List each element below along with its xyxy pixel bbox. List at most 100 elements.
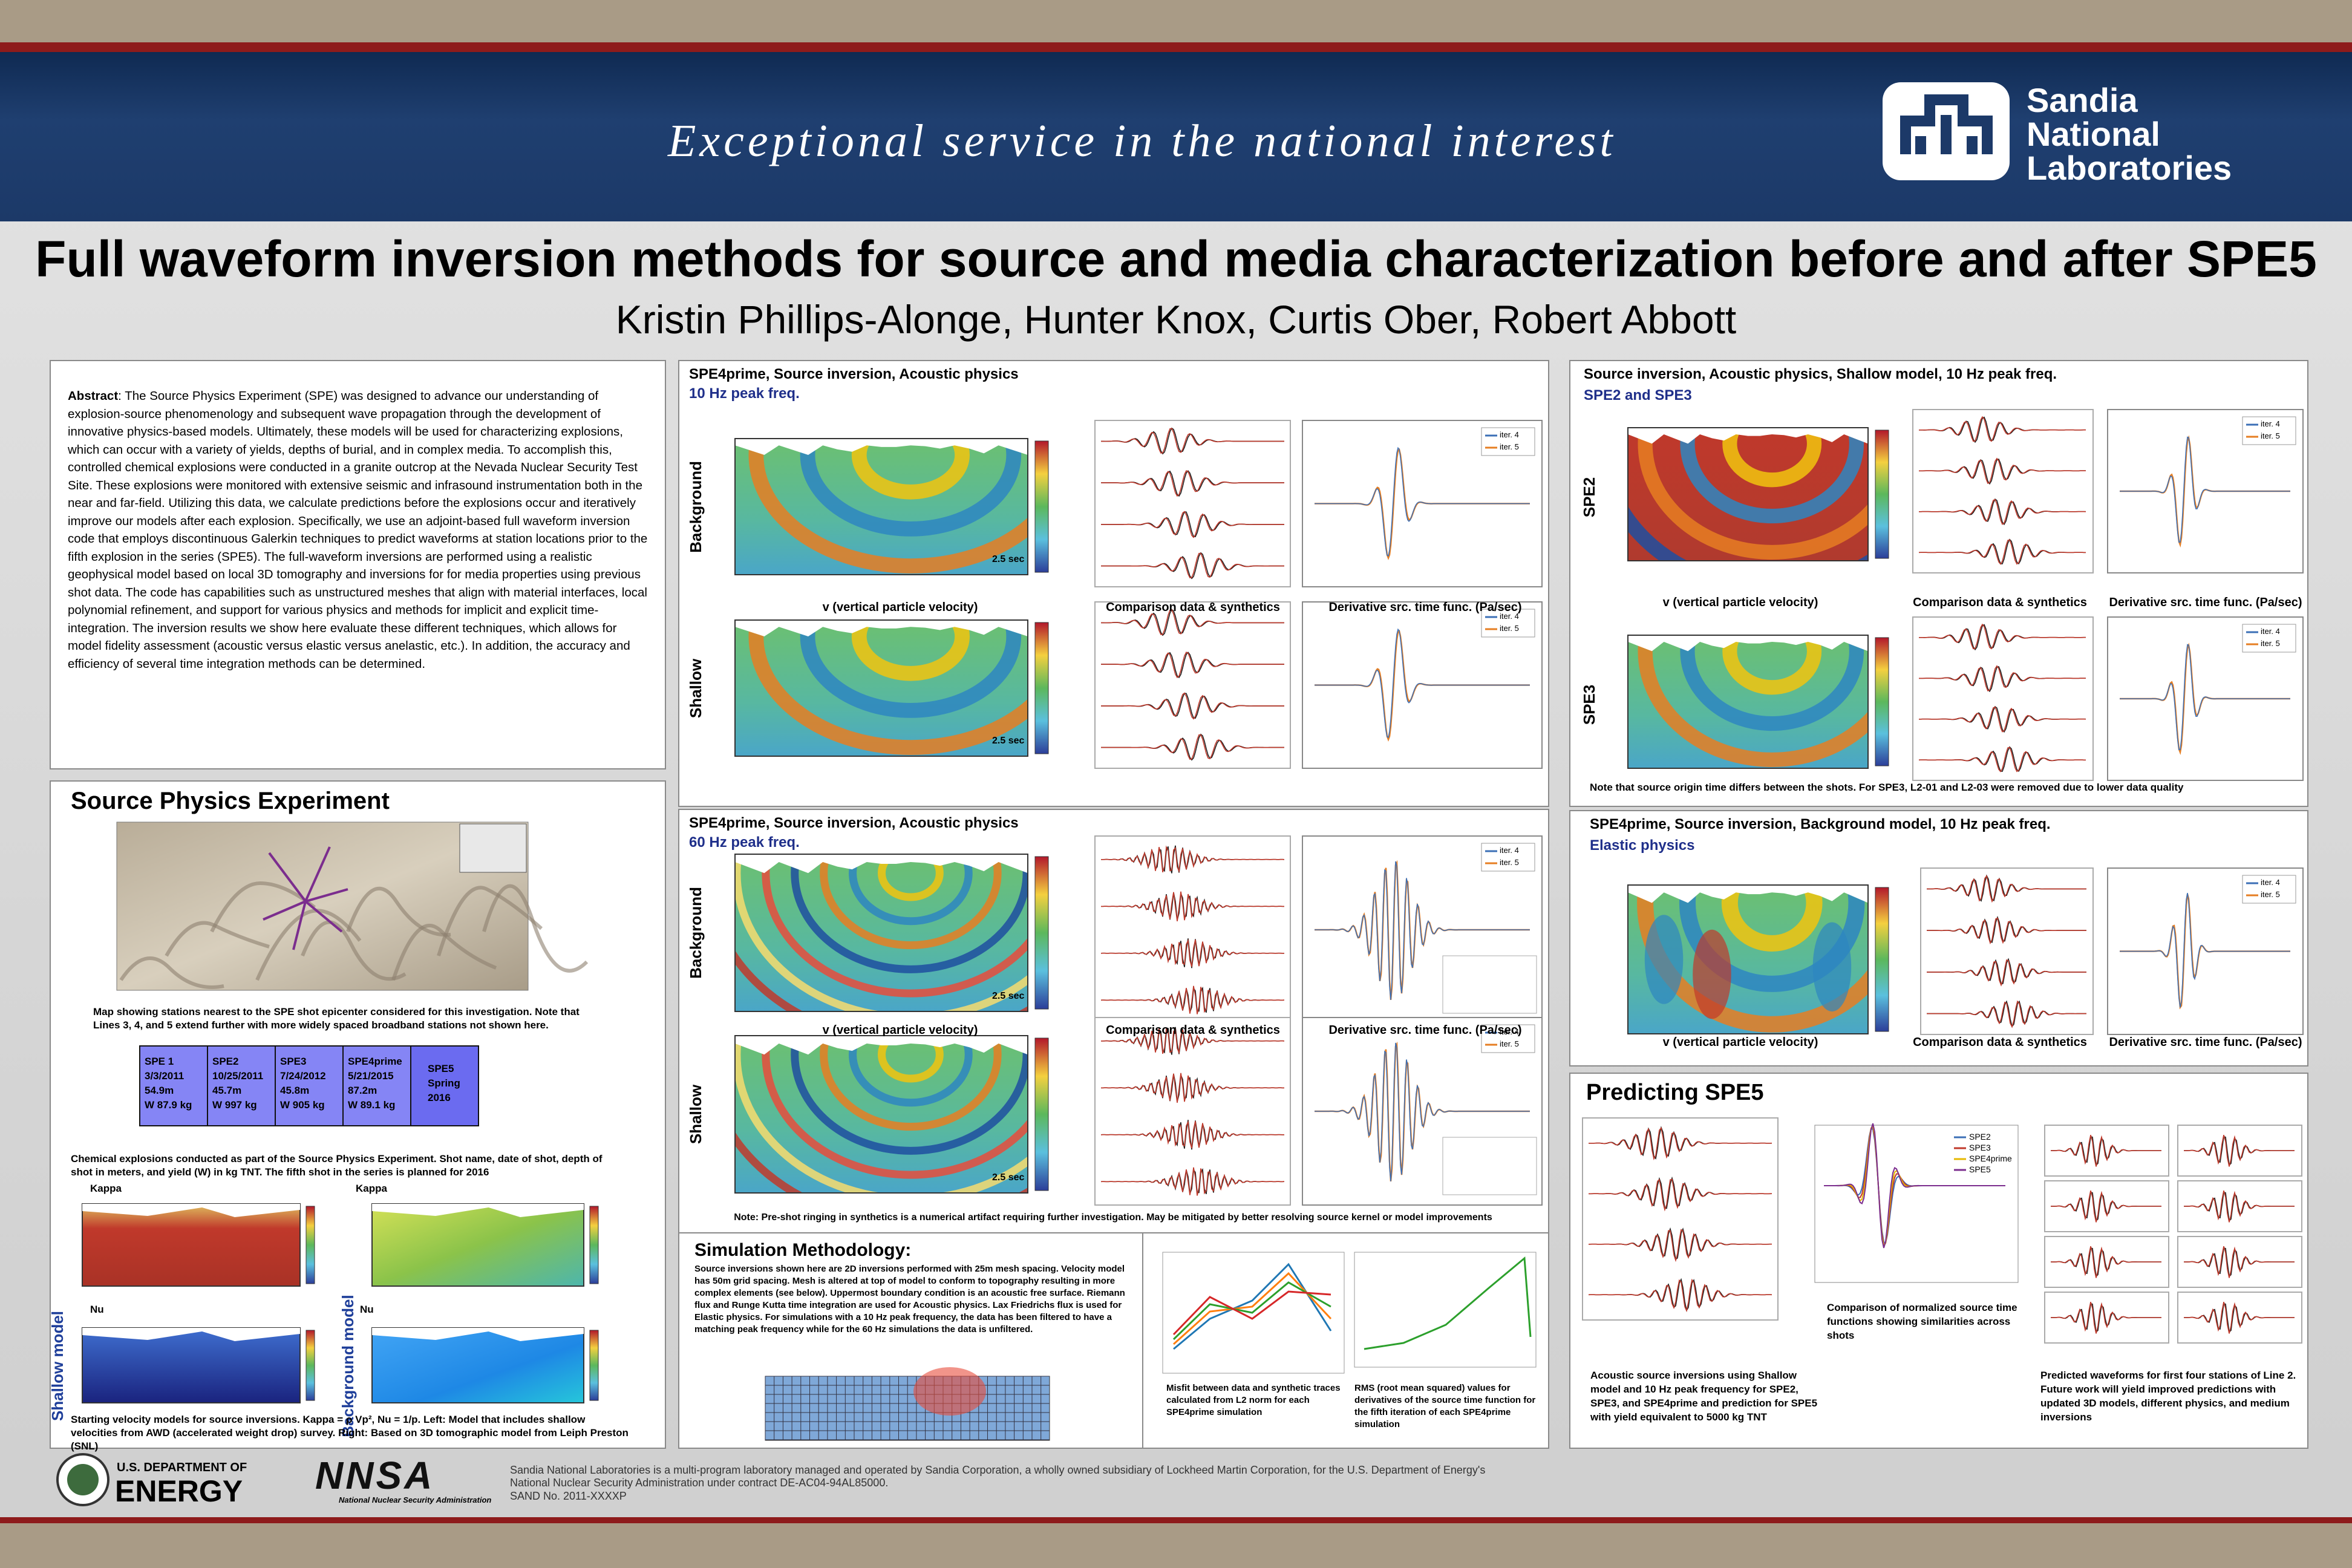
figure-frame (1627, 884, 1869, 1034)
wavefront (877, 1036, 944, 1083)
legend-entry: iter. 5 (2261, 890, 2280, 899)
wavefront (1722, 428, 1822, 488)
wavefront (851, 620, 970, 681)
caption: Derivative src. time func. (Pa/sec) (2109, 596, 2302, 609)
colorbar (305, 1206, 315, 1284)
legend-entry: SPE3 (1969, 1143, 1991, 1152)
panel-title: SPE4prime, Source inversion, Acoustic ph… (689, 366, 1019, 382)
legend-box (2242, 624, 2296, 653)
station-line (304, 846, 331, 902)
table-text: 5/21/2015 (348, 1070, 394, 1082)
table-text: 45.7m (212, 1085, 242, 1096)
legend-entry: iter. 5 (1500, 858, 1519, 867)
legend-entry: iter. 5 (2261, 431, 2280, 440)
model-label: Kappa (356, 1183, 387, 1194)
topography (1628, 885, 1868, 903)
authors: Kristin Phillips-Alonge, Hunter Knox, Cu… (615, 297, 1737, 342)
table-text: SPE2 (212, 1056, 239, 1067)
panel-title: SPE4prime, Source inversion, Background … (1590, 816, 2051, 832)
top-band (0, 0, 2352, 42)
waveform (1589, 1278, 1772, 1313)
nnsa-logo: NNSA (315, 1454, 435, 1497)
legend-entry: iter. 4 (1500, 430, 1519, 439)
misfit-line (1172, 1281, 1331, 1341)
wavefront (748, 620, 1028, 755)
table-text: 2016 (428, 1092, 451, 1103)
panel-title: Source inversion, Acoustic physics, Shal… (1584, 366, 2057, 382)
caption: v (vertical particle velocity) (822, 1024, 978, 1037)
terrain (437, 886, 543, 956)
wavefront (1679, 885, 1865, 992)
tagline: Exceptional service in the national inte… (668, 116, 1616, 166)
time-label: 2.5 sec (992, 736, 1025, 746)
topography (735, 439, 1028, 455)
wavefronts (748, 620, 1028, 755)
legend-box (2242, 875, 2296, 904)
stf-curve (1315, 628, 1530, 739)
topography (1628, 428, 1868, 444)
panel-subtitle: 60 Hz peak freq. (689, 834, 800, 851)
legend-entry: iter. 4 (1500, 846, 1519, 855)
caption: Misfit between data and synthetic traces… (1166, 1383, 1341, 1417)
topography (82, 1328, 300, 1341)
doe-text: ENERGY (115, 1474, 243, 1508)
wave-lobe (1693, 929, 1731, 1019)
waveform (1101, 692, 1284, 720)
waveform (1589, 1178, 1772, 1212)
caption: Comparison data & synthetics (1106, 601, 1280, 614)
model-label: Nu (90, 1304, 104, 1315)
waveform (1101, 734, 1284, 760)
terrain (482, 884, 589, 973)
wave-lobe (1812, 922, 1852, 1012)
waveform (1101, 1027, 1285, 1055)
waveform (2183, 1246, 2295, 1278)
misfit-line (1173, 1263, 1332, 1350)
time-label: 2.5 sec (992, 991, 1025, 1001)
abstract: Abstract: The Source Physics Experiment … (68, 387, 650, 673)
topography (735, 854, 1028, 874)
wavefronts (735, 1036, 1028, 1193)
legend-entry: iter. 4 (2261, 627, 2280, 636)
legend-box (2242, 416, 2296, 445)
wavefront (762, 1036, 1028, 1179)
table-text: SPE5 (428, 1063, 454, 1074)
table-text: 7/24/2012 (280, 1070, 326, 1082)
table-text: W 905 kg (280, 1099, 325, 1111)
trace-panel (1912, 409, 2094, 573)
wavefront (791, 1036, 1028, 1155)
waveform (2183, 1301, 2295, 1334)
caption: Starting velocity models for source inve… (71, 1414, 629, 1452)
figure-frame (734, 854, 1028, 1012)
stf-curve (1315, 446, 1530, 557)
section-heading: Source Physics Experiment (71, 788, 390, 814)
velocity-model (82, 1327, 301, 1403)
trace-panel (1912, 616, 2094, 781)
caption: Derivative src. time func. (Pa/sec) (2109, 1036, 2302, 1049)
stf-curve (1315, 1042, 1530, 1181)
legend-entry: SPE4prime (1969, 1154, 2012, 1163)
figure-frame (1627, 635, 1869, 769)
waveform (1919, 623, 2086, 650)
caption: Comparison data & synthetics (1913, 596, 2087, 609)
velocity-model (371, 1203, 584, 1287)
velocity-model (371, 1327, 584, 1403)
wavefront (820, 1036, 1002, 1131)
wavefront (800, 439, 1022, 537)
waveform (2050, 1246, 2161, 1278)
panel-subtitle: 10 Hz peak freq. (689, 385, 800, 402)
misfit-line (1172, 1290, 1331, 1336)
figure-frame (734, 619, 1028, 757)
note: Note that source origin time differs bet… (1590, 782, 2184, 793)
topography (1628, 635, 1868, 652)
topography (372, 1204, 584, 1217)
wavefront (849, 1036, 973, 1107)
table-cell (410, 1045, 479, 1126)
legend-entry: iter. 5 (2261, 639, 2280, 648)
terrain (255, 909, 362, 981)
wavefronts (1628, 428, 1868, 561)
caption: Predicted waveforms for first four stati… (2040, 1370, 2296, 1423)
colorbar (1034, 622, 1049, 754)
row-label: SPE3 (1580, 684, 1598, 725)
caption: RMS (root mean squared) values for deriv… (1354, 1383, 1536, 1429)
waveform (1101, 1167, 1285, 1196)
